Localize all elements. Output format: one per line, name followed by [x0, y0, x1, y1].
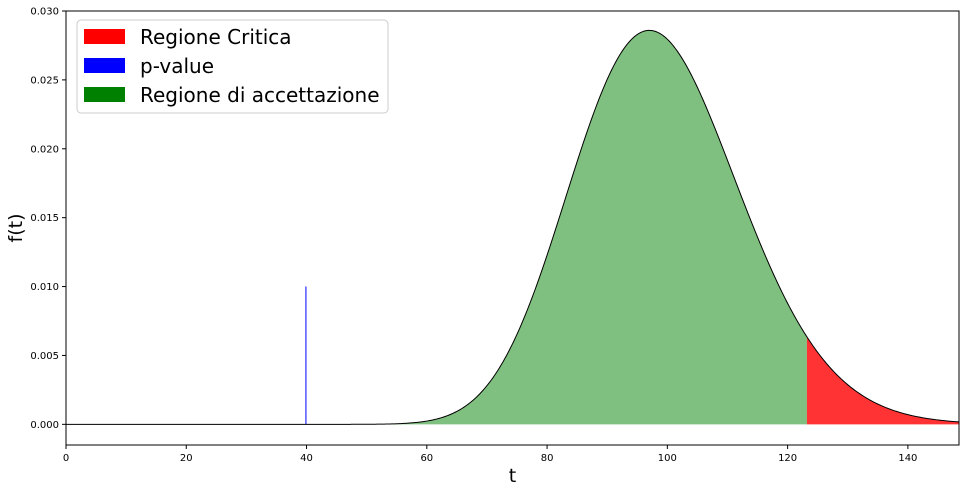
x-tick-label: 100: [658, 453, 677, 464]
legend-swatch: [84, 29, 125, 44]
x-axis-title: t: [509, 465, 516, 487]
x-tick-label: 60: [420, 453, 433, 464]
y-tick-label: 0.015: [30, 213, 59, 224]
legend-label: p-value: [140, 54, 214, 78]
y-tick-label: 0.030: [30, 7, 59, 18]
curve-layer: [66, 29, 960, 425]
region-regione-critica: [806, 336, 959, 425]
y-tick-label: 0.000: [30, 420, 59, 431]
y-tick-label: 0.005: [30, 351, 59, 362]
y-tick-label: 0.010: [30, 282, 59, 293]
fill-layer: [66, 30, 959, 425]
x-tick-label: 20: [180, 453, 193, 464]
x-tick-label: 120: [778, 453, 797, 464]
x-tick-label: 40: [300, 453, 313, 464]
density-curve: [66, 29, 960, 425]
legend-box: [76, 19, 389, 114]
x-tick-label: 140: [898, 453, 917, 464]
legend: Regione Critica p-value Regione di accetta…: [76, 19, 389, 114]
axes-layer: 0 20 40 60 80 100 120 140 0.000 0.005 0.010 0.015 0.…: [5, 7, 960, 487]
legend-label: Regione Critica: [140, 25, 292, 49]
plot-frame: [65, 10, 960, 446]
y-tick-label: 0.025: [30, 75, 59, 86]
x-tick-label: 80: [541, 453, 554, 464]
region-regione-di-accettazione: [66, 30, 807, 425]
legend-swatch: [84, 87, 125, 102]
legend-swatch: [84, 58, 125, 73]
legend-label: Regione di accettazione: [140, 83, 380, 107]
x-tick-label: 0: [63, 453, 69, 464]
y-axis-title: f(t): [5, 214, 27, 243]
y-tick-label: 0.020: [30, 144, 59, 155]
